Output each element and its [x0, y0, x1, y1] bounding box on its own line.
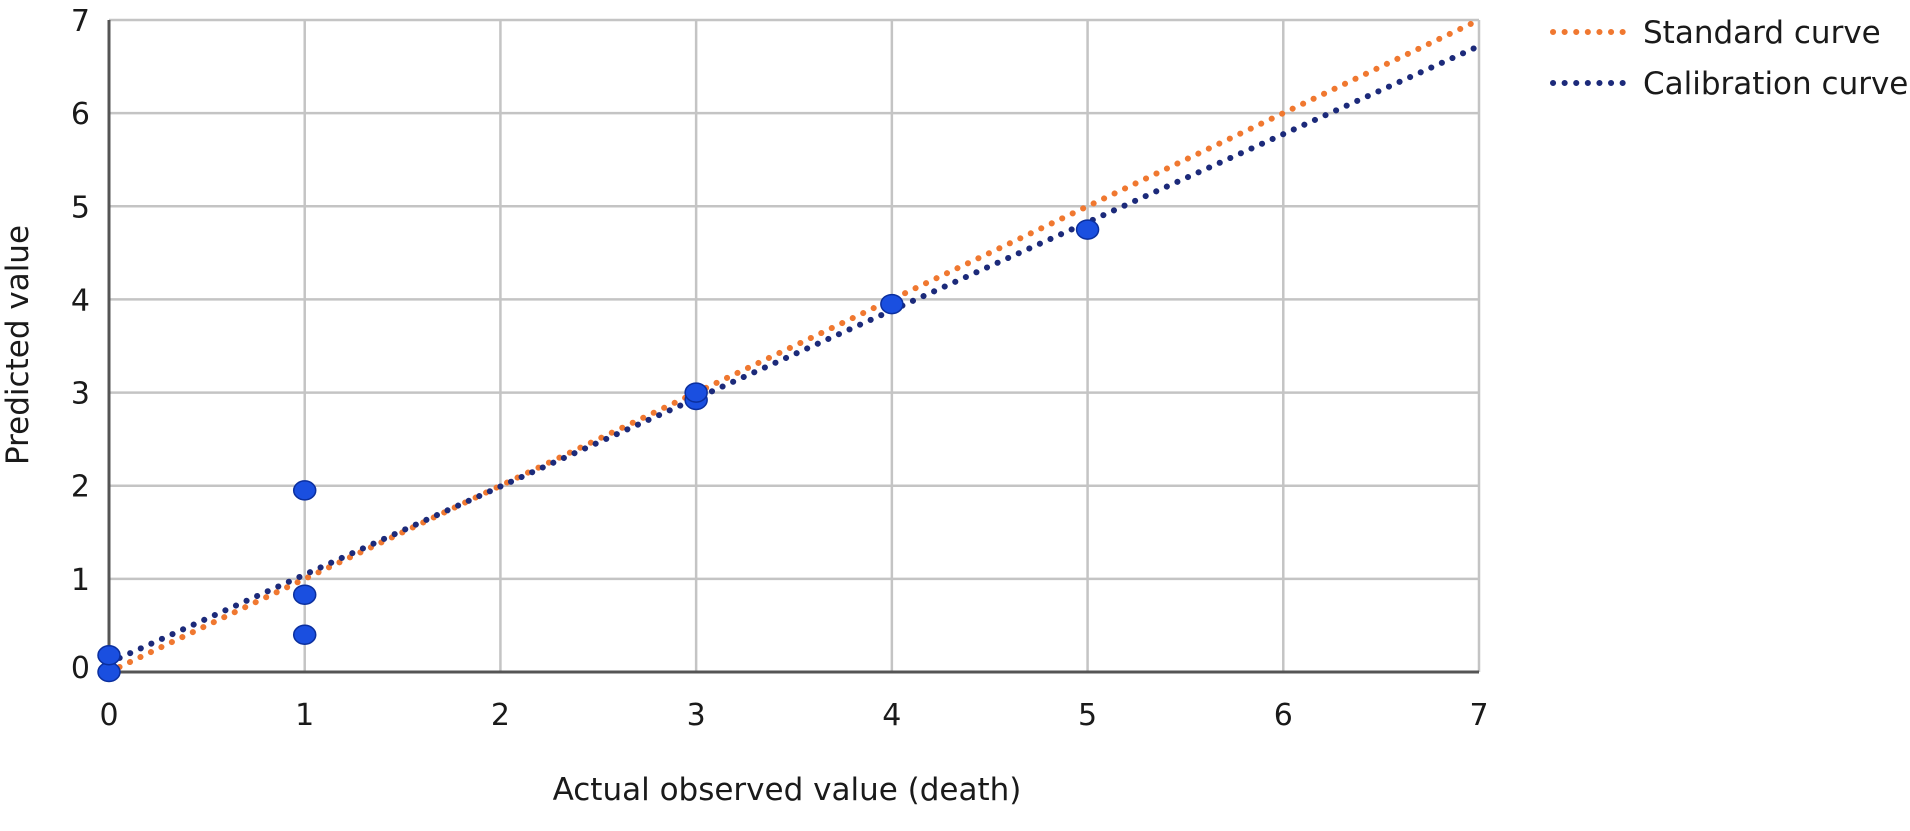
x-axis-label: Actual observed value (death) [553, 772, 1022, 808]
y-tick-label-2: 2 [71, 470, 90, 505]
y-axis-label: Predicted value [0, 225, 36, 465]
grid [107, 18, 1481, 674]
x-tick-label-4: 4 [882, 698, 901, 733]
data-point-4 [292, 480, 317, 501]
y-tick-labels: 0 1 2 3 4 5 6 7 [71, 4, 90, 686]
data-point-8 [1075, 219, 1100, 240]
data-points [97, 219, 1100, 683]
series-line-calibration-curve [106, 43, 1482, 666]
series-lines [106, 17, 1482, 675]
x-tick-label-0: 0 [99, 698, 118, 733]
data-point-1 [97, 644, 121, 666]
x-tick-label-6: 6 [1274, 698, 1293, 733]
data-point-2 [292, 624, 317, 645]
axes [107, 20, 1479, 674]
series-line-standard-curve [106, 17, 1482, 675]
legend-label-standard-curve: Standard curve [1643, 15, 1881, 51]
y-tick-label-6: 6 [71, 97, 90, 132]
y-tick-label-3: 3 [71, 377, 90, 412]
data-point-6 [684, 382, 708, 403]
data-point-3 [292, 584, 317, 605]
y-tick-label-7: 7 [71, 4, 90, 39]
legend-label-calibration-curve: Calibration curve [1643, 66, 1908, 102]
x-tick-label-2: 2 [491, 698, 510, 733]
data-point-7 [880, 293, 904, 315]
x-tick-label-5: 5 [1078, 698, 1097, 733]
x-tick-label-1: 1 [295, 698, 314, 733]
legend: Standard curve Calibration curve [1550, 15, 1908, 102]
legend-item-standard-curve: Standard curve [1550, 15, 1881, 51]
x-tick-label-3: 3 [687, 698, 706, 733]
y-tick-label-5: 5 [71, 190, 90, 225]
x-tick-labels: 0 1 2 3 4 5 6 7 [99, 698, 1488, 733]
y-tick-label-4: 4 [71, 283, 90, 318]
y-tick-label-0: 0 [71, 651, 90, 686]
x-tick-label-7: 7 [1469, 698, 1488, 733]
legend-item-calibration-curve: Calibration curve [1550, 66, 1908, 102]
y-tick-label-1: 1 [71, 563, 90, 598]
